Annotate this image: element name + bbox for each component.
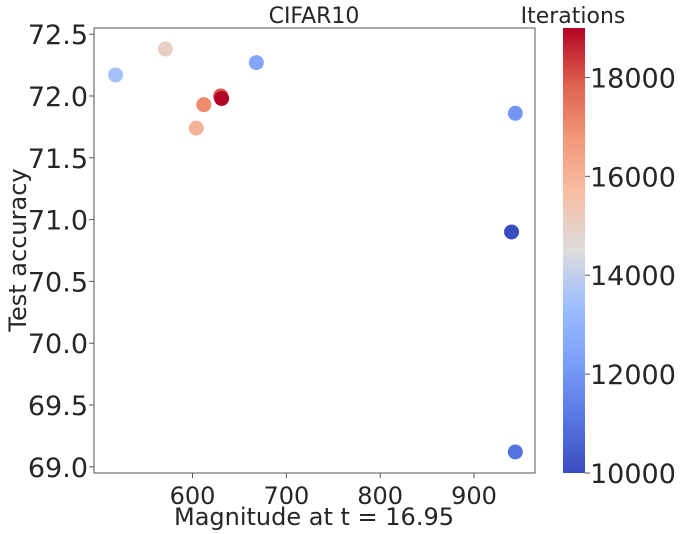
- y-tick-label: 69.5: [28, 391, 88, 422]
- plot-area: [93, 27, 536, 474]
- colorbar: [563, 28, 585, 473]
- chart-title: CIFAR10: [269, 4, 360, 29]
- colorbar-tick-label: 10000: [590, 459, 676, 490]
- y-tick-label: 70.0: [28, 329, 88, 360]
- y-tick-label: 71.5: [28, 144, 88, 175]
- data-point: [157, 41, 173, 57]
- colorbar-tick-label: 16000: [590, 162, 676, 193]
- data-point: [214, 90, 230, 106]
- data-point: [196, 97, 212, 113]
- data-point: [108, 67, 124, 83]
- colorbar-axis: 10000 12000 14000 16000 18000: [585, 63, 676, 490]
- x-tick-label: 700: [263, 482, 309, 510]
- colorbar-tick-label: 14000: [590, 261, 676, 292]
- y-tick-label: 71.0: [28, 206, 88, 237]
- data-point: [188, 120, 204, 136]
- x-tick-label: 800: [357, 482, 403, 510]
- colorbar-label: Iterations: [521, 4, 626, 29]
- x-tick-label: 900: [451, 482, 497, 510]
- x-axis: 600 700 800 900: [170, 473, 497, 510]
- y-axis: 69.0 69.5 70.0 70.5 71.0 71.5 72.0 72.5: [28, 20, 94, 484]
- data-point: [248, 55, 264, 71]
- y-axis-label: Test accuracy: [4, 168, 32, 332]
- data-point: [507, 444, 523, 460]
- x-axis-label: Magnitude at t = 16.95: [174, 503, 454, 531]
- x-tick-label: 600: [170, 482, 216, 510]
- data-point: [504, 224, 520, 240]
- y-tick-label: 72.5: [28, 20, 88, 51]
- colorbar-tick-label: 18000: [590, 63, 676, 94]
- data-points: [108, 41, 523, 460]
- colorbar-tick-label: 12000: [590, 360, 676, 391]
- data-point: [507, 105, 523, 121]
- y-tick-label: 69.0: [28, 453, 88, 484]
- y-tick-label: 70.5: [28, 267, 88, 298]
- y-tick-label: 72.0: [28, 82, 88, 113]
